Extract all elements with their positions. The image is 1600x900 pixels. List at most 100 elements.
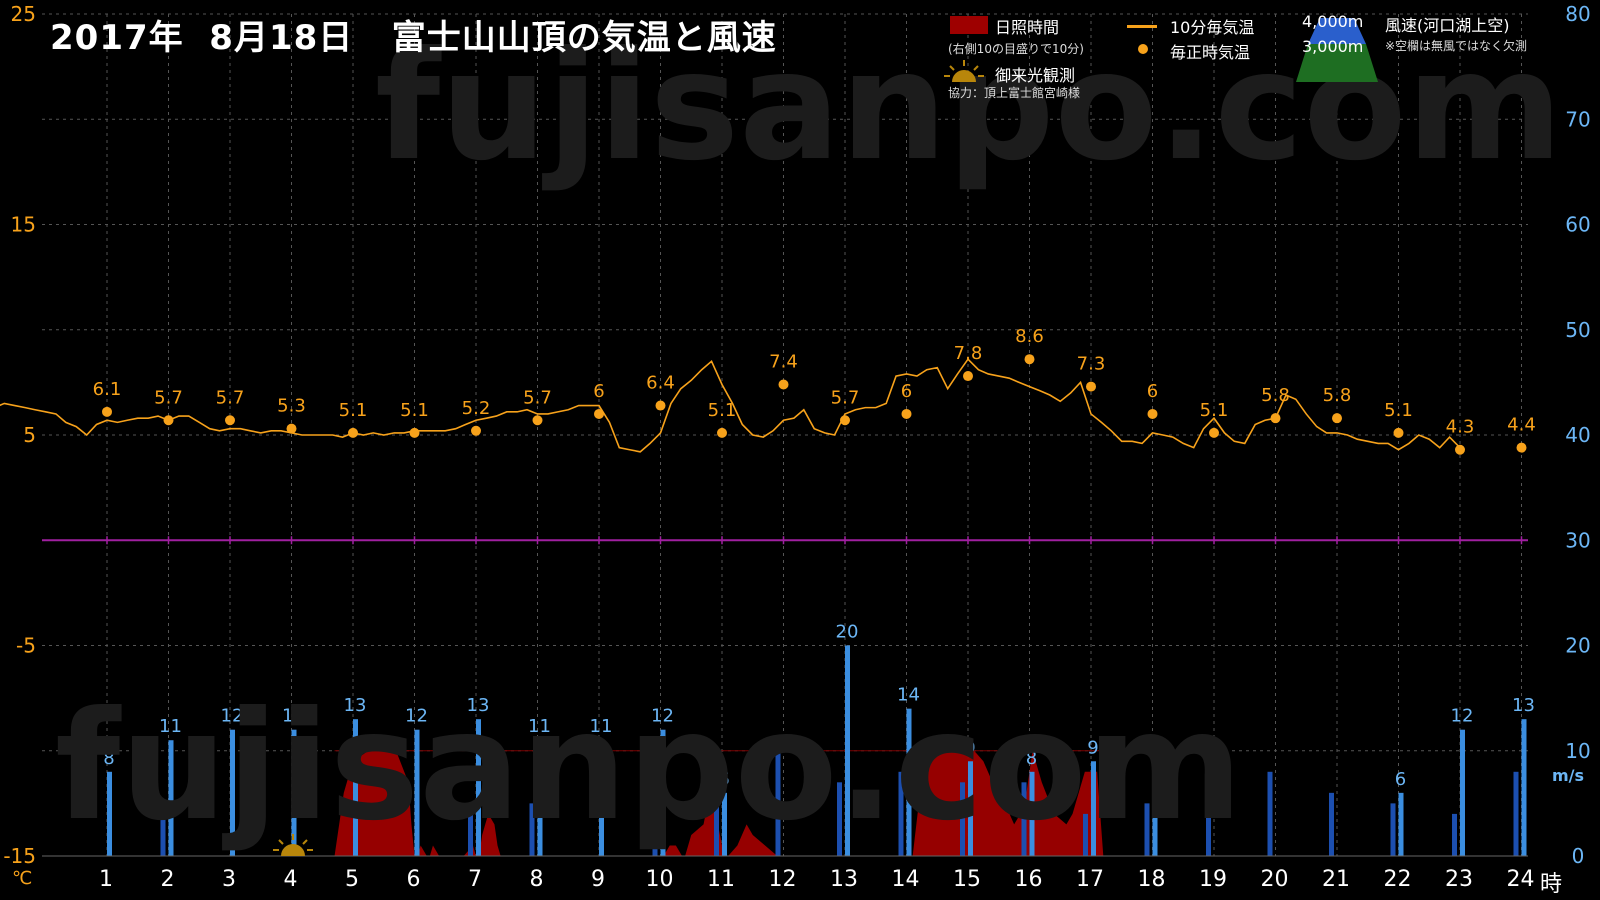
- hourly-temperature-point: [1516, 442, 1527, 453]
- alt-3000-label: 3,000m: [1302, 37, 1364, 56]
- wind-3000-bar: [1083, 813, 1088, 856]
- wind-3000-bar: [1452, 813, 1457, 856]
- right-tick-label: 0: [1572, 844, 1585, 868]
- right-tick-label: 30: [1565, 528, 1590, 552]
- x-tick-label: 14: [892, 867, 920, 892]
- hourly-temperature-label: 5.1: [339, 400, 368, 421]
- hourly-temperature-point: [102, 406, 112, 417]
- wind-3000-bar: [775, 750, 781, 856]
- right-tick-label: 60: [1565, 213, 1590, 237]
- wind-4000-bar: [906, 708, 912, 856]
- credit-text: 協力：頂上富士館宮崎様: [948, 86, 1081, 100]
- hourly-temperature-label: 5.1: [400, 400, 429, 421]
- x-tick-label: 19: [1199, 867, 1227, 892]
- left-tick-label: 25: [11, 2, 36, 26]
- hourly-temperature-point: [225, 415, 235, 426]
- hourly-temperature-label: 5.7: [216, 387, 245, 408]
- wind-value-label: 12: [282, 706, 305, 727]
- wind-value-label: 9: [1149, 737, 1160, 758]
- hourly-temperature-label: 7.8: [954, 343, 983, 364]
- hourly-temperature-label: 5.7: [154, 387, 183, 408]
- right-tick-label: 10: [1565, 739, 1590, 763]
- wind-value-label: 6: [718, 769, 729, 790]
- wind-value-label: 8: [1026, 748, 1037, 769]
- hourly-temperature-label: 5.2: [462, 398, 491, 419]
- wind-value-label: 9: [964, 737, 975, 758]
- wind-3000-bar: [468, 803, 473, 856]
- x-tick-label: 24: [1507, 867, 1535, 892]
- wind-value-label: 13: [344, 695, 367, 716]
- wind-3000-bar: [1329, 792, 1334, 856]
- x-tick-label: 6: [407, 867, 421, 892]
- hourly-temperature-point: [1332, 413, 1342, 424]
- x-tick-label: 11: [707, 867, 735, 892]
- wind-3000-bar: [1021, 782, 1027, 856]
- wind-3000-bar: [1513, 771, 1519, 856]
- sunshine-area: [728, 824, 778, 856]
- left-axis-unit: ℃: [12, 868, 33, 889]
- hourly-temperature-point: [901, 408, 912, 419]
- sunrise-icon: [944, 60, 984, 82]
- right-tick-label: 20: [1565, 634, 1590, 658]
- hourly-temperature-label: 5.3: [277, 396, 306, 417]
- hourly-temperature-point: [1455, 444, 1465, 455]
- x-tick-label: 7: [468, 867, 482, 892]
- wind-4000-bar: [1521, 719, 1527, 856]
- hourly-temperature-point: [655, 400, 666, 411]
- wind-4000-bar: [291, 729, 297, 856]
- alt-4000-label: 4,000m: [1302, 12, 1364, 31]
- watermark-bottom: fujisanpo.com: [55, 680, 1243, 854]
- hourly-temperature-label: 5.1: [1200, 400, 1229, 421]
- wind-4000-bar: [722, 792, 727, 856]
- x-tick-label: 23: [1445, 867, 1473, 892]
- wind-value-label: 11: [590, 716, 613, 737]
- x-tick-label: 21: [1322, 867, 1350, 892]
- wind-3000-bar: [714, 771, 719, 856]
- wind-3000-bar: [1267, 771, 1273, 856]
- hourly-temperature-label: 6: [901, 381, 912, 402]
- hourly-temperature-point: [286, 423, 297, 434]
- sunrise-legend-label: 御来光観測: [995, 66, 1076, 85]
- sunshine-area: [479, 813, 501, 856]
- x-tick-label: 15: [953, 867, 981, 892]
- wind-4000-bar: [537, 740, 543, 856]
- temp-hourly-legend-dot: [1138, 44, 1148, 54]
- left-tick-label: 5: [23, 423, 36, 447]
- wind-value-label: 13: [1512, 695, 1535, 716]
- x-tick-label: 2: [161, 867, 175, 892]
- left-tick-label: -15: [3, 844, 36, 868]
- hourly-temperature-point: [163, 415, 174, 426]
- wind-value-label: 9: [1087, 737, 1098, 758]
- wind-4000-bar: [1029, 771, 1035, 856]
- hourly-temperature-label: 5.8: [1261, 385, 1290, 406]
- wind-4000-bar: [476, 719, 481, 856]
- wind-4000-bar: [230, 729, 235, 856]
- wind-4000-bar: [845, 645, 850, 856]
- temp10-legend-line: [1127, 25, 1157, 28]
- wind-value-label: 13: [467, 695, 490, 716]
- grid: [42, 13, 1528, 857]
- x-tick-label: 5: [345, 867, 359, 892]
- wind-value-label: 11: [528, 716, 551, 737]
- hourly-temperature-point: [717, 427, 727, 438]
- x-tick-label: 3: [222, 867, 236, 892]
- wind-value-label: 12: [651, 706, 674, 727]
- hourly-temperature-point: [963, 371, 973, 382]
- wind-4000-bar: [353, 719, 358, 856]
- hourly-temperature-point: [471, 425, 481, 436]
- wind-4000-bar: [414, 729, 420, 856]
- wind-3000-bar: [1144, 803, 1150, 856]
- wind-value-label: 6: [1395, 769, 1406, 790]
- hourly-temperature-point: [1024, 354, 1035, 365]
- wind-value-label: 8: [103, 748, 114, 769]
- wind-4000-bar: [1152, 761, 1158, 856]
- hourly-temperature-label: 6: [593, 381, 604, 402]
- wind-3000-bar: [529, 803, 535, 856]
- right-tick-label: 70: [1565, 107, 1590, 131]
- wind-4000-bar: [107, 771, 112, 856]
- hourly-temperature-point: [1270, 413, 1281, 424]
- wind-4000-bar: [1091, 761, 1096, 856]
- wind-3000-bar: [160, 813, 166, 856]
- wind-3000-bar: [898, 771, 904, 856]
- x-tick-label: 18: [1138, 867, 1166, 892]
